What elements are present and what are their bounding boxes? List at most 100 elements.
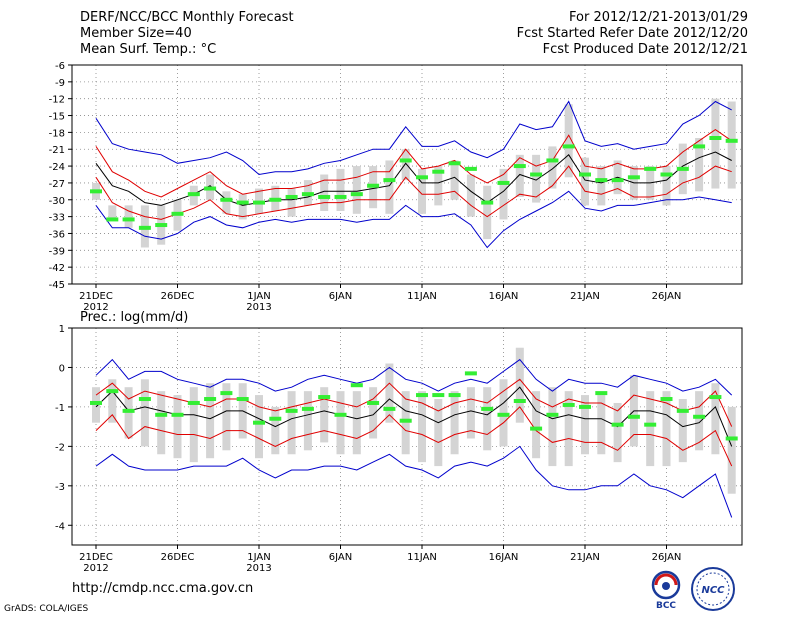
temp-obs-marker [546,158,559,163]
temp-box [352,166,361,214]
prec-obs-marker [171,412,184,417]
prec-obs-marker [562,402,575,407]
temp-obs-marker [301,192,314,197]
prec-box [548,387,557,467]
prec-obs-marker [236,397,249,402]
prec-obs-marker [546,412,559,417]
temp-box [385,160,394,214]
prec-box [287,391,296,455]
temp-ytick-label: -15 [49,112,65,123]
prec-xtick-label: 21JAN [570,552,600,563]
prec-box [711,383,720,455]
prec-xtick-label: 26DEC [161,552,195,563]
temp-line-max [95,100,732,176]
prec-obs-marker [367,400,380,405]
footer-url[interactable]: http://cmdp.ncc.cma.gov.cn [72,581,254,596]
prec-box [532,391,541,459]
temp-obs-marker [611,178,624,183]
prec-xtick-year: 2012 [83,563,108,574]
prec-obs-marker [579,404,591,409]
temp-ytick-label: -36 [49,229,65,240]
temp-obs-marker [579,172,591,177]
temp-ytick-label: -45 [49,280,65,291]
prec-obs-marker [399,418,412,423]
prec-line-mean [95,386,733,447]
temp-frame [71,64,743,285]
prec-obs-marker [709,395,722,400]
prec-obs-marker [627,414,640,419]
prec-xtick-year: 2013 [246,563,271,574]
temp-box [418,168,426,214]
temp-obs-marker [513,164,526,169]
prec-obs-marker [530,426,543,431]
temp-obs-marker [432,169,445,174]
header-left: DERF/NCC/BCC Monthly Forecast Member Siz… [80,10,294,58]
prec-xtick-label: 26JAN [652,552,682,563]
prec-box [369,387,378,439]
temp-obs-marker [155,223,168,228]
prec-box [173,395,182,459]
temp-obs-marker [383,178,396,183]
prec-obs-marker [301,406,314,411]
prec-obs-marker [204,397,217,402]
temp-obs-marker [106,217,119,222]
temp-line-mean [95,151,732,206]
prec-ytick-label: -3 [55,482,65,493]
prec-xtick-label: 16JAN [489,552,519,563]
temp-xtick-year: 2013 [246,302,271,313]
prec-obs-marker [693,414,706,419]
temp-line-min [95,190,732,249]
temp-box [499,168,508,220]
prec-obs-marker [595,391,608,396]
temp-xtick-label: 1JAN [247,291,270,302]
prec-box [597,395,606,455]
temp-box [401,149,410,181]
prec-box [320,387,329,443]
prec-ytick-label: 0 [59,363,65,374]
prec-xtick-label: 6JAN [329,552,352,563]
prec-box [515,347,524,423]
prec-obs-marker [676,408,689,413]
temp-obs-marker [709,136,722,140]
temp-xtick-label: 6JAN [329,291,352,302]
temp-xtick-label: 21DEC [79,291,113,302]
temp-ytick-label: -30 [49,196,65,207]
prec-line-max [95,358,733,396]
prec-xtick-label: 1JAN [247,552,270,563]
temp-box [466,174,475,217]
temp-obs-marker [187,192,200,197]
temp-xtick-label: 16JAN [489,291,519,302]
prec-obs-marker [122,408,135,413]
prec-obs-marker [90,400,102,405]
prec-obs-marker [513,398,526,403]
prec-box [255,395,263,459]
bcc-logo: BCC [651,570,681,610]
prec-line-lower [95,406,733,467]
temp-box [532,154,541,203]
prec-box [434,399,443,467]
temp-box [434,166,443,206]
prec-box [678,399,687,463]
temp-obs-marker [122,217,135,222]
prec-box [271,406,280,455]
ncc-logo: NCC [691,567,735,611]
temp-box [287,188,296,217]
temp-box [515,154,524,197]
temp-obs-marker [448,161,461,166]
prec-obs-marker [416,393,428,398]
temp-obs-marker [204,186,217,191]
prec-box [303,391,312,451]
prec-box [466,387,475,439]
prec-obs-marker [350,383,363,388]
temp-obs-marker [725,138,738,143]
temp-obs-marker [464,166,477,171]
temp-obs-marker [350,192,363,197]
prec-box [564,391,573,467]
bcc-logo-text: BCC [656,601,676,610]
temp-obs-marker [676,166,689,171]
temp-ytick-label: -39 [49,246,65,257]
temp-box [597,166,606,206]
temp-xtick-label: 26DEC [161,291,195,302]
prec-obs-marker [220,391,233,396]
